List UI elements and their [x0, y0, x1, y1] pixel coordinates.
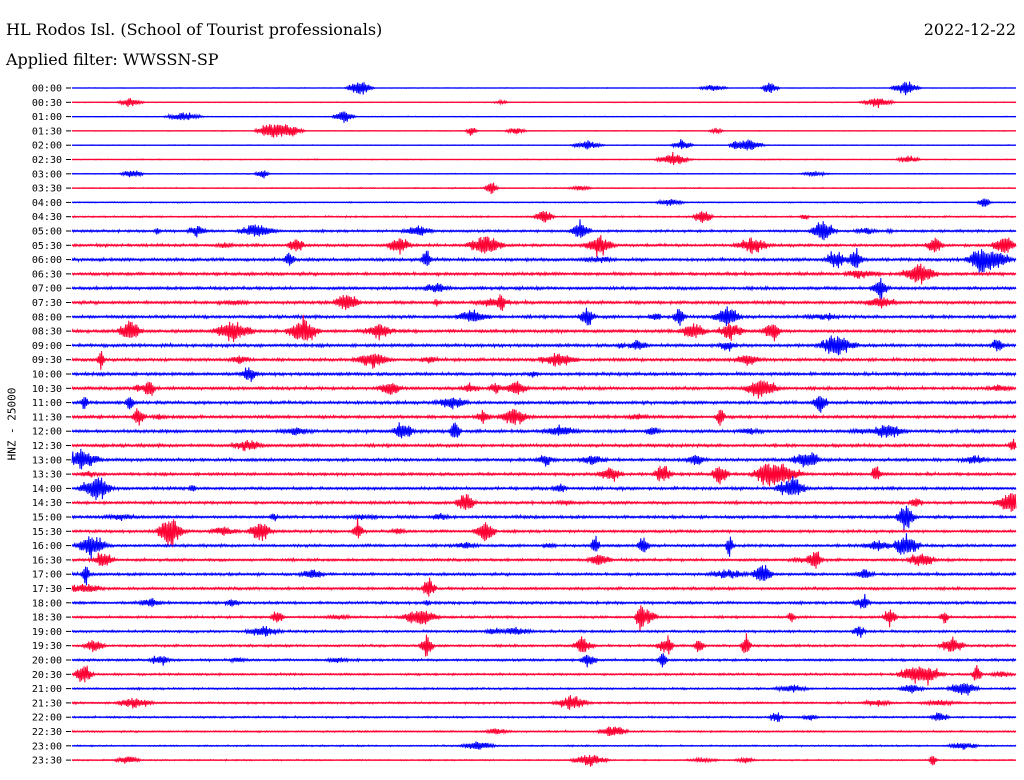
time-tick-label: 05:30 — [32, 241, 62, 252]
time-tick-label: 13:30 — [32, 470, 62, 481]
time-tick-label: 07:30 — [32, 298, 62, 309]
seismic-trace — [71, 463, 1017, 487]
time-tick-label: 12:00 — [32, 427, 62, 438]
seismic-trace — [71, 151, 1017, 165]
time-tick-label: 10:00 — [32, 370, 62, 381]
time-tick-label: 00:30 — [32, 98, 62, 109]
time-tick-label: 10:30 — [32, 384, 62, 395]
seismic-trace — [71, 577, 1017, 597]
time-tick-label: 13:00 — [32, 455, 62, 466]
seismic-trace — [71, 219, 1017, 241]
time-tick-label: 22:00 — [32, 713, 62, 724]
time-tick-label: 04:00 — [32, 198, 62, 209]
date-label: 2022-12-22 — [923, 20, 1016, 39]
time-tick-label: 12:30 — [32, 441, 62, 452]
seismic-trace — [71, 605, 1017, 632]
seismic-trace — [71, 683, 1017, 696]
seismic-trace — [71, 306, 1017, 327]
time-tick-label: 01:00 — [32, 112, 62, 123]
time-tick-label: 02:00 — [32, 141, 62, 152]
time-tick-label: 06:30 — [32, 269, 62, 280]
time-tick-label: 14:30 — [32, 498, 62, 509]
time-tick-label: 18:30 — [32, 613, 62, 624]
time-tick-label: 08:30 — [32, 327, 62, 338]
seismic-trace — [71, 664, 1017, 686]
seismic-trace — [71, 505, 1017, 530]
time-tick-label: 22:30 — [32, 727, 62, 738]
time-tick-label: 19:30 — [32, 641, 62, 652]
time-tick-label: 03:00 — [32, 169, 62, 180]
time-tick-label: 16:30 — [32, 555, 62, 566]
time-tick-label: 17:30 — [32, 584, 62, 595]
seismic-trace — [71, 633, 1017, 657]
seismic-trace — [71, 111, 1017, 123]
time-tick-label: 01:30 — [32, 126, 62, 137]
seismic-trace — [71, 754, 1017, 767]
time-tick-label: 15:30 — [32, 527, 62, 538]
time-tick-label: 11:00 — [32, 398, 62, 409]
seismic-trace — [71, 533, 1017, 560]
time-tick-label: 05:00 — [32, 227, 62, 238]
time-tick-label: 03:30 — [32, 184, 62, 195]
seismic-trace — [71, 564, 1017, 586]
seismic-trace — [71, 98, 1017, 109]
time-tick-label: 08:00 — [32, 312, 62, 323]
seismic-trace — [71, 395, 1017, 413]
seismic-trace — [71, 234, 1017, 258]
seismic-trace — [71, 448, 1017, 470]
time-tick-label: 16:00 — [32, 541, 62, 552]
time-tick-label: 20:30 — [32, 670, 62, 681]
seismic-trace — [71, 422, 1017, 439]
time-tick-label: 04:30 — [32, 212, 62, 223]
time-tick-label: 11:30 — [32, 412, 62, 423]
time-tick-label: 20:00 — [32, 656, 62, 667]
filter-label: Applied filter: WWSSN-SP — [6, 50, 219, 69]
time-tick-label: 06:00 — [32, 255, 62, 266]
time-tick-label: 00:00 — [32, 84, 62, 95]
time-tick-label: 02:30 — [32, 155, 62, 166]
time-tick-label: 07:00 — [32, 284, 62, 295]
time-tick-label: 23:00 — [32, 741, 62, 752]
time-tick-label: 09:00 — [32, 341, 62, 352]
time-tick-label: 21:30 — [32, 698, 62, 709]
time-tick-label: 23:30 — [32, 756, 62, 767]
seismic-trace — [71, 593, 1017, 609]
seismic-trace — [71, 380, 1017, 399]
time-tick-label: 18:00 — [32, 598, 62, 609]
station-title: HL Rodos Isl. (School of Tourist profess… — [6, 20, 383, 39]
time-tick-label: 15:00 — [32, 513, 62, 524]
seismic-trace — [71, 247, 1017, 273]
time-tick-label: 17:00 — [32, 570, 62, 581]
time-tick-label: 09:30 — [32, 355, 62, 366]
time-tick-label: 21:00 — [32, 684, 62, 695]
seismic-trace — [71, 350, 1017, 370]
time-tick-label: 14:00 — [32, 484, 62, 495]
time-tick-label: 19:00 — [32, 627, 62, 638]
